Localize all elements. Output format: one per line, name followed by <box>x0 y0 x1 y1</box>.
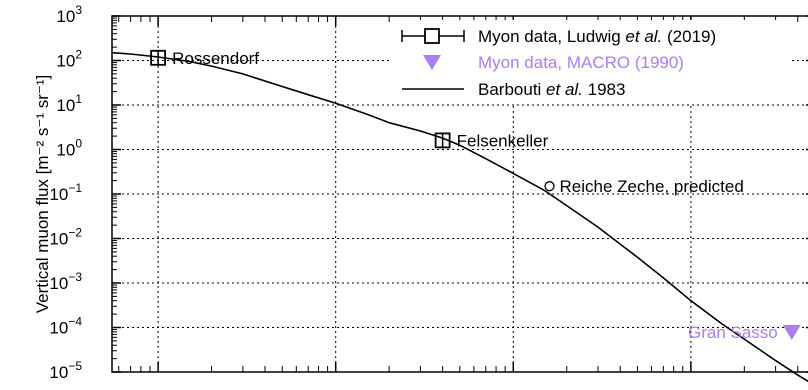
gran-sasso-label: Gran Sasso <box>688 323 778 342</box>
legend: Myon data, Ludwig et al. (2019) Myon data… <box>392 20 792 104</box>
felsenkeller-label: Felsenkeller <box>457 131 549 150</box>
legend-triangle-marker <box>423 55 441 70</box>
y-tick-label: 10−5 <box>49 359 82 382</box>
y-tick-label: 10−1 <box>49 181 82 204</box>
y-tick-label: 10−4 <box>49 315 82 338</box>
legend-background <box>392 20 792 104</box>
legend-entry-label: Myon data, MACRO (1990) <box>478 53 684 72</box>
legend-square-marker <box>424 28 440 44</box>
felsenkeller-marker <box>434 132 451 149</box>
y-axis-ticks: 103 102 101 100 10−1 10−2 10−3 10−4 10−5 <box>49 3 808 382</box>
rossendorf-marker <box>150 49 167 66</box>
gran-sasso-marker <box>782 324 801 340</box>
y-tick-label: 10−2 <box>49 226 82 249</box>
y-tick-label: 10−3 <box>49 270 82 293</box>
points-layer: Rossendorf Felsenkeller Reiche Zeche, pred… <box>150 49 801 342</box>
curve-layer <box>111 51 808 383</box>
rossendorf-label: Rossendorf <box>172 49 259 68</box>
legend-entry-label: Myon data, Ludwig et al. (2019) <box>478 27 716 46</box>
barbouti-curve <box>111 51 808 383</box>
y-tick-label: 101 <box>56 92 82 115</box>
y-tick-label: 103 <box>56 3 82 26</box>
y-axis-label: Vertical muon flux [m⁻² s⁻¹ sr⁻¹] <box>33 75 52 314</box>
y-tick-label: 102 <box>56 48 82 71</box>
reiche-zeche-predicted-marker <box>544 181 555 192</box>
reiche-zeche-predicted-label: Reiche Zeche, predicted <box>560 177 744 196</box>
legend-entry-label: Barbouti et al. 1983 <box>478 80 625 99</box>
y-tick-label: 100 <box>56 137 82 160</box>
